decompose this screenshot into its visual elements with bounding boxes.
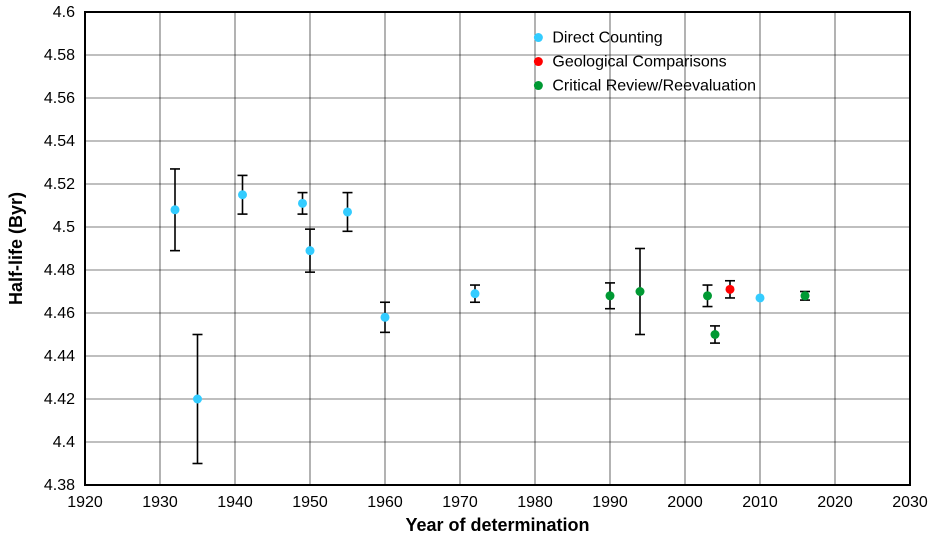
data-point [471,289,480,298]
y-tick-label: 4.52 [44,176,75,193]
data-point [703,291,712,300]
data-point [238,190,247,199]
y-tick-label: 4.58 [44,47,75,64]
y-tick-label: 4.44 [44,348,75,365]
plot-area [85,12,910,485]
x-tick-label: 2020 [817,494,853,511]
chart-container: 1920 1930 1940 1950 1960 1970 1980 1990 2000 2010… [0,0,930,545]
y-tick-label: 4.46 [44,305,75,322]
data-point [343,207,352,216]
y-tick-label: 4.38 [44,477,75,494]
legend-label: Geological Comparisons [552,54,726,71]
x-tick-label: 1920 [67,494,103,511]
y-tick-label: 4.5 [53,219,75,236]
y-tick-label: 4.4 [53,434,75,451]
x-tick-label: 1990 [592,494,628,511]
x-tick-label: 2000 [667,494,703,511]
data-point [193,395,202,404]
legend-marker [534,81,543,90]
x-tick-label: 2010 [742,494,778,511]
x-tick-label: 1940 [217,494,253,511]
legend-marker [534,33,543,42]
data-point [801,291,810,300]
x-tick-label: 1950 [292,494,328,511]
legend-label: Critical Review/Reevaluation [552,78,756,95]
y-axis-label: Half-life (Byr) [6,192,26,305]
data-point [726,285,735,294]
y-tick-label: 4.6 [53,4,75,21]
data-point [711,330,720,339]
legend-marker [534,57,543,66]
x-axis-label: Year of determination [405,515,589,535]
data-point [756,293,765,302]
y-tick-label: 4.54 [44,133,75,150]
x-tick-label: 1970 [442,494,478,511]
x-tick-label: 1930 [142,494,178,511]
y-tick-label: 4.42 [44,391,75,408]
data-point [606,291,615,300]
data-point [306,246,315,255]
legend-label: Direct Counting [552,30,662,47]
x-tick-label: 2030 [892,494,928,511]
data-point [298,199,307,208]
data-point [636,287,645,296]
data-point [381,313,390,322]
data-point [171,205,180,214]
y-tick-label: 4.48 [44,262,75,279]
x-tick-label: 1960 [367,494,403,511]
y-tick-label: 4.56 [44,90,75,107]
x-tick-label: 1980 [517,494,553,511]
halflife-chart: 1920 1930 1940 1950 1960 1970 1980 1990 2000 2010… [0,0,930,545]
